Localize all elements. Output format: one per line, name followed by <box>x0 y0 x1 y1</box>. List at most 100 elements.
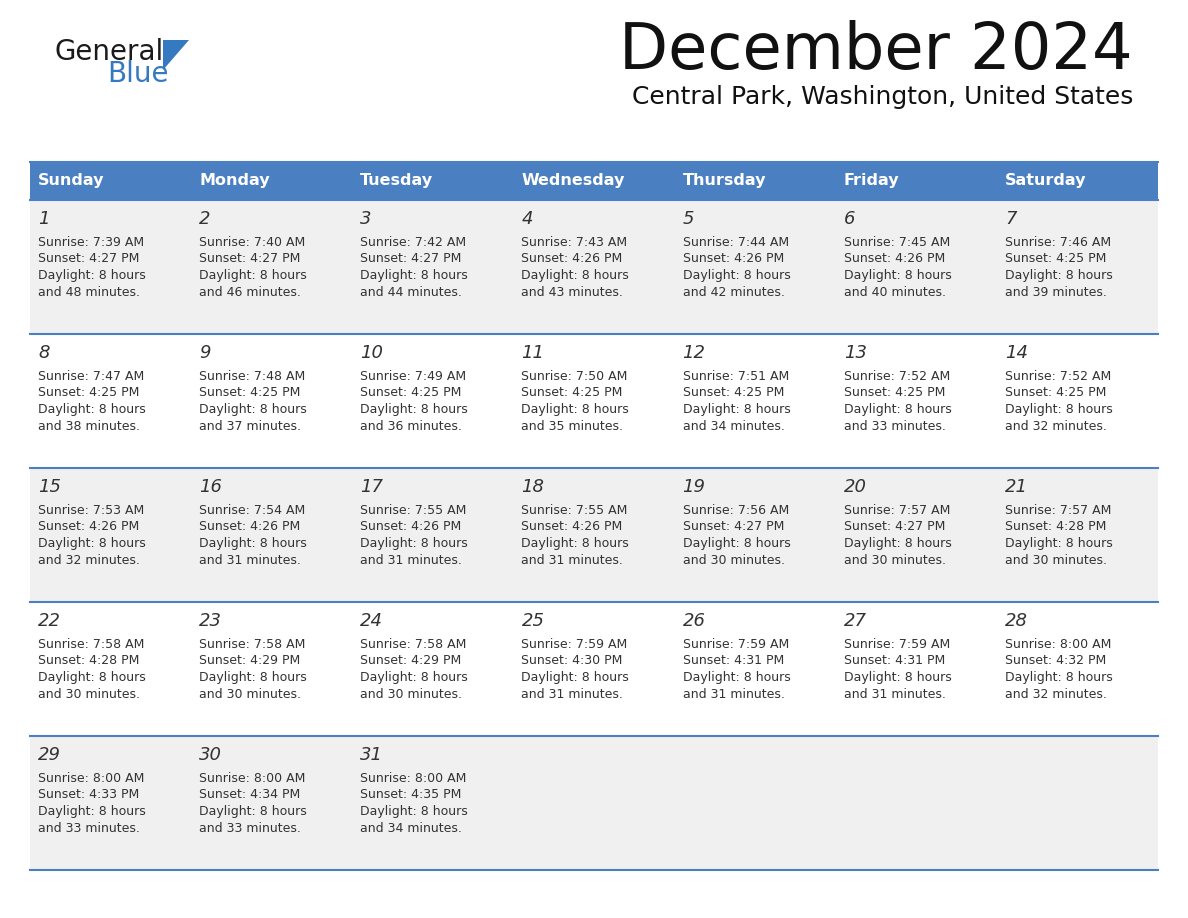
Text: Sunrise: 7:39 AM: Sunrise: 7:39 AM <box>38 236 144 249</box>
Text: Sunset: 4:25 PM: Sunset: 4:25 PM <box>360 386 462 399</box>
Text: Sunrise: 7:40 AM: Sunrise: 7:40 AM <box>200 236 305 249</box>
Text: Sunrise: 7:58 AM: Sunrise: 7:58 AM <box>38 638 145 651</box>
Text: Sunset: 4:29 PM: Sunset: 4:29 PM <box>360 655 461 667</box>
Text: Sunrise: 7:55 AM: Sunrise: 7:55 AM <box>522 504 627 517</box>
Text: 31: 31 <box>360 746 384 764</box>
Polygon shape <box>163 40 189 70</box>
Text: and 30 minutes.: and 30 minutes. <box>683 554 784 566</box>
Text: Sunrise: 7:48 AM: Sunrise: 7:48 AM <box>200 370 305 383</box>
Text: Daylight: 8 hours: Daylight: 8 hours <box>522 537 630 550</box>
Text: Sunset: 4:26 PM: Sunset: 4:26 PM <box>360 521 461 533</box>
Text: Sunrise: 7:44 AM: Sunrise: 7:44 AM <box>683 236 789 249</box>
Text: Sunrise: 7:42 AM: Sunrise: 7:42 AM <box>360 236 467 249</box>
Text: Sunrise: 8:00 AM: Sunrise: 8:00 AM <box>360 772 467 785</box>
Text: 26: 26 <box>683 612 706 630</box>
Text: Sunset: 4:25 PM: Sunset: 4:25 PM <box>1005 252 1106 265</box>
Text: Sunrise: 7:52 AM: Sunrise: 7:52 AM <box>843 370 950 383</box>
Text: 30: 30 <box>200 746 222 764</box>
Text: Daylight: 8 hours: Daylight: 8 hours <box>200 403 307 416</box>
Text: Sunset: 4:25 PM: Sunset: 4:25 PM <box>1005 386 1106 399</box>
Text: Sunset: 4:25 PM: Sunset: 4:25 PM <box>200 386 301 399</box>
Text: 27: 27 <box>843 612 867 630</box>
Text: 11: 11 <box>522 344 544 362</box>
Text: 24: 24 <box>360 612 384 630</box>
Text: 12: 12 <box>683 344 706 362</box>
Text: Sunset: 4:35 PM: Sunset: 4:35 PM <box>360 789 462 801</box>
Text: Sunrise: 7:59 AM: Sunrise: 7:59 AM <box>522 638 627 651</box>
Text: 22: 22 <box>38 612 61 630</box>
Text: Sunrise: 7:51 AM: Sunrise: 7:51 AM <box>683 370 789 383</box>
Text: and 31 minutes.: and 31 minutes. <box>843 688 946 700</box>
Text: 23: 23 <box>200 612 222 630</box>
Text: Daylight: 8 hours: Daylight: 8 hours <box>38 269 146 282</box>
Text: Daylight: 8 hours: Daylight: 8 hours <box>843 537 952 550</box>
Text: Sunrise: 7:53 AM: Sunrise: 7:53 AM <box>38 504 144 517</box>
Text: Sunset: 4:30 PM: Sunset: 4:30 PM <box>522 655 623 667</box>
Text: Sunrise: 7:43 AM: Sunrise: 7:43 AM <box>522 236 627 249</box>
Text: and 36 minutes.: and 36 minutes. <box>360 420 462 432</box>
Text: Sunday: Sunday <box>38 174 105 188</box>
Text: Daylight: 8 hours: Daylight: 8 hours <box>360 671 468 684</box>
Bar <box>30 602 1158 736</box>
Text: Daylight: 8 hours: Daylight: 8 hours <box>1005 269 1113 282</box>
Text: 13: 13 <box>843 344 867 362</box>
Text: and 30 minutes.: and 30 minutes. <box>360 688 462 700</box>
Text: 28: 28 <box>1005 612 1028 630</box>
Text: and 44 minutes.: and 44 minutes. <box>360 285 462 298</box>
Text: 4: 4 <box>522 210 533 228</box>
Text: and 34 minutes.: and 34 minutes. <box>360 822 462 834</box>
Text: Daylight: 8 hours: Daylight: 8 hours <box>200 805 307 818</box>
Text: 20: 20 <box>843 478 867 496</box>
Text: 15: 15 <box>38 478 61 496</box>
Text: Sunrise: 7:57 AM: Sunrise: 7:57 AM <box>1005 504 1111 517</box>
Text: 21: 21 <box>1005 478 1028 496</box>
Bar <box>30 200 1158 334</box>
Text: and 32 minutes.: and 32 minutes. <box>38 554 140 566</box>
Text: Daylight: 8 hours: Daylight: 8 hours <box>38 403 146 416</box>
Text: 19: 19 <box>683 478 706 496</box>
Text: Sunrise: 7:50 AM: Sunrise: 7:50 AM <box>522 370 627 383</box>
Text: Sunrise: 7:58 AM: Sunrise: 7:58 AM <box>360 638 467 651</box>
Text: Daylight: 8 hours: Daylight: 8 hours <box>360 269 468 282</box>
Text: and 42 minutes.: and 42 minutes. <box>683 285 784 298</box>
Text: Sunset: 4:31 PM: Sunset: 4:31 PM <box>843 655 944 667</box>
Text: and 30 minutes.: and 30 minutes. <box>200 688 301 700</box>
Text: and 32 minutes.: and 32 minutes. <box>1005 688 1107 700</box>
Text: Sunset: 4:25 PM: Sunset: 4:25 PM <box>683 386 784 399</box>
Text: Sunrise: 7:54 AM: Sunrise: 7:54 AM <box>200 504 305 517</box>
Text: and 37 minutes.: and 37 minutes. <box>200 420 301 432</box>
Text: and 31 minutes.: and 31 minutes. <box>200 554 301 566</box>
Text: Monday: Monday <box>200 174 270 188</box>
Text: Daylight: 8 hours: Daylight: 8 hours <box>522 269 630 282</box>
Text: Daylight: 8 hours: Daylight: 8 hours <box>38 537 146 550</box>
Text: and 43 minutes.: and 43 minutes. <box>522 285 624 298</box>
Text: and 31 minutes.: and 31 minutes. <box>522 554 624 566</box>
Text: Sunset: 4:28 PM: Sunset: 4:28 PM <box>38 655 139 667</box>
Text: 14: 14 <box>1005 344 1028 362</box>
Text: Sunset: 4:28 PM: Sunset: 4:28 PM <box>1005 521 1106 533</box>
Text: Daylight: 8 hours: Daylight: 8 hours <box>200 537 307 550</box>
Text: 5: 5 <box>683 210 694 228</box>
Bar <box>30 736 1158 870</box>
Text: Sunrise: 7:47 AM: Sunrise: 7:47 AM <box>38 370 144 383</box>
Text: Tuesday: Tuesday <box>360 174 434 188</box>
Text: Sunset: 4:27 PM: Sunset: 4:27 PM <box>683 521 784 533</box>
Bar <box>30 334 1158 468</box>
Text: Sunset: 4:32 PM: Sunset: 4:32 PM <box>1005 655 1106 667</box>
Text: Daylight: 8 hours: Daylight: 8 hours <box>843 269 952 282</box>
Text: Sunrise: 7:55 AM: Sunrise: 7:55 AM <box>360 504 467 517</box>
Text: 9: 9 <box>200 344 210 362</box>
Text: Daylight: 8 hours: Daylight: 8 hours <box>683 269 790 282</box>
Text: Friday: Friday <box>843 174 899 188</box>
Text: Sunset: 4:27 PM: Sunset: 4:27 PM <box>200 252 301 265</box>
Text: Wednesday: Wednesday <box>522 174 625 188</box>
Text: Daylight: 8 hours: Daylight: 8 hours <box>522 671 630 684</box>
Text: Sunrise: 7:59 AM: Sunrise: 7:59 AM <box>843 638 950 651</box>
Text: 6: 6 <box>843 210 855 228</box>
Text: and 39 minutes.: and 39 minutes. <box>1005 285 1107 298</box>
Text: Daylight: 8 hours: Daylight: 8 hours <box>1005 403 1113 416</box>
Text: Sunset: 4:27 PM: Sunset: 4:27 PM <box>360 252 462 265</box>
Text: Sunrise: 7:45 AM: Sunrise: 7:45 AM <box>843 236 950 249</box>
Text: Daylight: 8 hours: Daylight: 8 hours <box>683 403 790 416</box>
Text: Daylight: 8 hours: Daylight: 8 hours <box>683 671 790 684</box>
